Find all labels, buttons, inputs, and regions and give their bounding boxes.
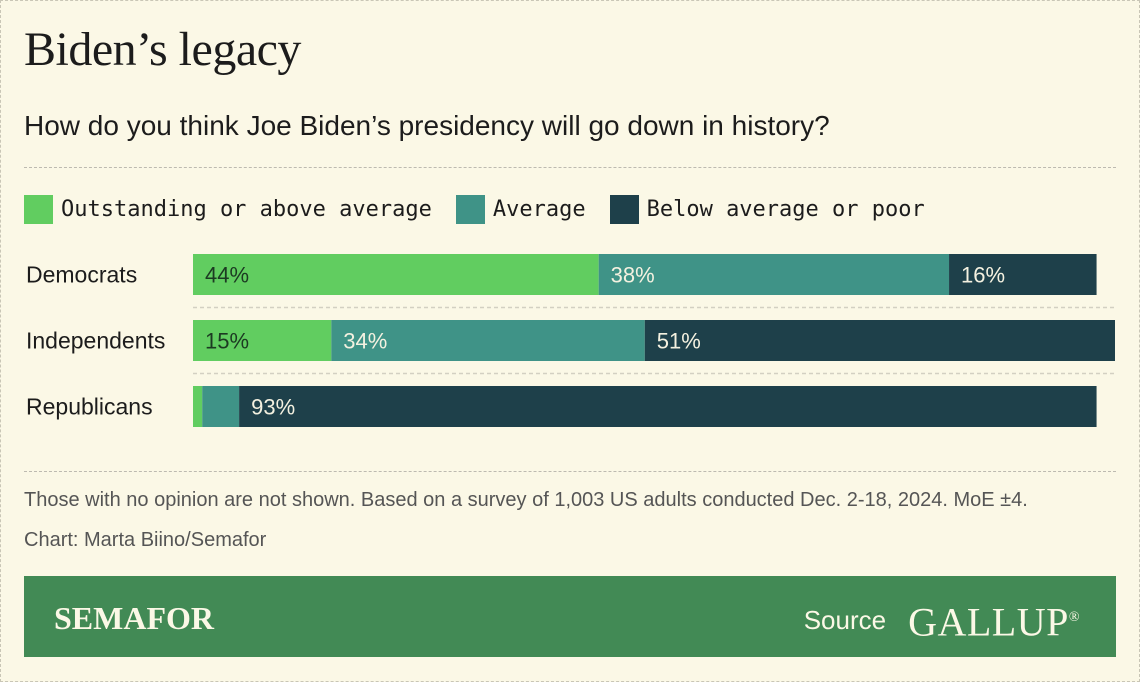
legend-swatch-below xyxy=(609,194,639,224)
registered-mark: ® xyxy=(1068,610,1080,625)
chart-credit: Chart: Marta Biino/Semafor xyxy=(24,529,267,551)
chart-title: Biden’s legacy xyxy=(24,23,301,76)
bottom-divider xyxy=(24,471,1116,472)
legend-item-outstanding: Outstanding or above average xyxy=(24,194,432,224)
legend: Outstanding or above average Average Bel… xyxy=(24,192,949,226)
legend-swatch-outstanding xyxy=(24,194,53,224)
chart-notes: Those with no opinion are not shown. Bas… xyxy=(24,489,1028,511)
legend-swatch-average xyxy=(455,194,485,224)
semafor-logo: SEMAFOR xyxy=(54,600,214,636)
top-divider xyxy=(24,167,1116,168)
legend-label-average: Average xyxy=(492,196,586,222)
gallup-logo-text: GALLUP xyxy=(908,599,1069,645)
legend-label-below: Below average or poor xyxy=(646,196,925,222)
footer-bar: SEMAFOR Source GALLUP® xyxy=(24,576,1116,657)
legend-item-below: Below average or poor xyxy=(609,194,925,224)
chart-subtitle: How do you think Joe Biden’s presidency … xyxy=(24,110,830,141)
gallup-logo: GALLUP® xyxy=(908,596,1080,644)
source-block: Source GALLUP® xyxy=(804,596,1080,644)
legend-item-average: Average xyxy=(455,194,586,224)
legend-label-outstanding: Outstanding or above average xyxy=(61,196,432,222)
source-label: Source xyxy=(803,604,887,635)
